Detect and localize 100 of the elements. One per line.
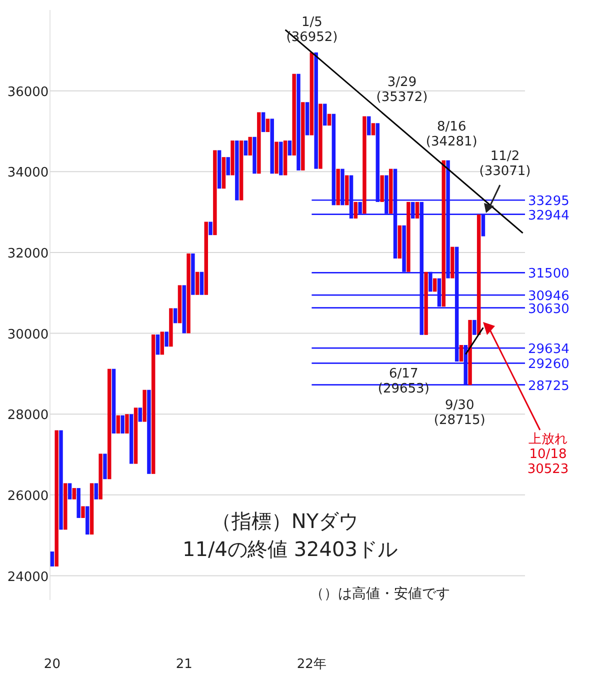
- candlestick: [120, 415, 124, 434]
- annotation: 11/2 (33071): [479, 149, 531, 179]
- candlestick: [261, 112, 266, 132]
- candlestick: [204, 222, 208, 295]
- x-tick-label: 21: [176, 657, 192, 672]
- candlestick: [362, 116, 366, 214]
- candlestick: [398, 225, 402, 259]
- candlestick: [217, 150, 222, 189]
- candlestick: [72, 488, 76, 500]
- candlestick: [248, 136, 252, 156]
- candlestick: [323, 104, 327, 126]
- candlestick: [424, 272, 428, 335]
- candlestick: [68, 483, 72, 500]
- y-tick-label: 34000: [7, 166, 49, 181]
- candlestick: [239, 140, 244, 200]
- candlestick: [222, 157, 226, 189]
- candlestick: [292, 74, 296, 156]
- candlestick: [235, 140, 239, 200]
- ref-line-label: 28725: [528, 378, 570, 394]
- annotation: 9/30 (28715): [434, 398, 486, 428]
- candlestick: [81, 506, 85, 518]
- annotation: 8/16 (34281): [426, 119, 478, 150]
- candlestick: [151, 334, 156, 474]
- candlestick: [380, 175, 384, 202]
- candlestick: [160, 332, 164, 355]
- candlestick: [305, 102, 310, 136]
- ref-line-label: 33295: [528, 194, 570, 210]
- candlestick: [472, 320, 476, 335]
- candlestick: [116, 415, 120, 434]
- candlestick: [182, 285, 186, 334]
- candlestick: [178, 285, 182, 324]
- candlestick: [270, 118, 274, 174]
- candlestick: [138, 408, 142, 422]
- candlestick: [314, 52, 318, 169]
- y-tick-label: 36000: [7, 84, 49, 100]
- candlestick: [186, 253, 190, 334]
- candlestick: [90, 483, 94, 535]
- candlestick: [195, 272, 200, 295]
- candlestick: [468, 320, 472, 386]
- candlestick: [98, 454, 102, 500]
- candlestick: [134, 408, 138, 464]
- candlestick: [336, 168, 340, 206]
- annotation: 11/4の終値 32403ドル: [182, 537, 398, 561]
- candlestick: [142, 390, 146, 422]
- ref-line-label: 31500: [528, 266, 570, 282]
- ref-line-label: 32944: [528, 208, 570, 224]
- ref-line-label: 29634: [528, 342, 570, 358]
- ref-line-label: 29260: [528, 357, 570, 372]
- candlestick: [266, 118, 270, 132]
- candlestick: [296, 74, 300, 170]
- candlestick: [459, 345, 464, 362]
- candlestick: [371, 123, 376, 136]
- candlestick: [252, 136, 256, 174]
- candlestick: [94, 483, 98, 500]
- x-tick-label: 20: [44, 657, 60, 672]
- candlestick: [112, 368, 116, 434]
- annotation: （指標）NYダウ: [211, 509, 359, 533]
- candlestick: [476, 214, 481, 335]
- candlestick: [318, 104, 322, 169]
- candlestick: [310, 52, 314, 136]
- candlestick: [164, 332, 168, 347]
- candlestick: [345, 175, 349, 206]
- candlestick: [64, 483, 68, 530]
- annotation: （）は高値・安値です: [310, 586, 450, 602]
- annotation: 6/17 (29653): [378, 366, 430, 396]
- candlestick: [59, 430, 63, 530]
- candlestick: [191, 253, 195, 295]
- y-tick-label: 28000: [7, 408, 49, 424]
- candlestick: [442, 160, 446, 307]
- candlestick: [288, 140, 292, 156]
- candlestick: [147, 390, 151, 474]
- candlestick: [388, 168, 393, 214]
- candlestick: [54, 430, 58, 566]
- candlestick: [125, 414, 129, 434]
- candlestick: [169, 308, 173, 347]
- text: 上放れ 10/18 30523: [527, 432, 569, 477]
- x-tick-label: 22年: [296, 657, 326, 672]
- candlestick: [50, 552, 54, 566]
- y-tick-label: 30000: [7, 327, 49, 342]
- candlestick: [366, 116, 371, 136]
- y-tick-label: 24000: [7, 570, 49, 585]
- ref-line-label: 30630: [528, 302, 570, 317]
- candlestick: [103, 454, 107, 480]
- y-tick-label: 32000: [7, 246, 49, 262]
- candlestick: [129, 414, 134, 464]
- candlestick: [327, 114, 332, 126]
- candlestick: [156, 334, 160, 355]
- candlestick: [86, 506, 90, 535]
- candlestick: [244, 140, 248, 156]
- candlestick: [354, 202, 358, 219]
- candlestick: [108, 368, 112, 480]
- candlestick: [301, 102, 305, 170]
- ref-line-label: 30946: [528, 289, 570, 304]
- candlestick: [406, 202, 410, 272]
- candlestick: [173, 308, 178, 324]
- candlestick: [76, 488, 80, 518]
- candlestick: [226, 157, 230, 176]
- candlestick: [279, 142, 283, 176]
- candlestick: [283, 140, 288, 176]
- candlestick: [213, 150, 217, 236]
